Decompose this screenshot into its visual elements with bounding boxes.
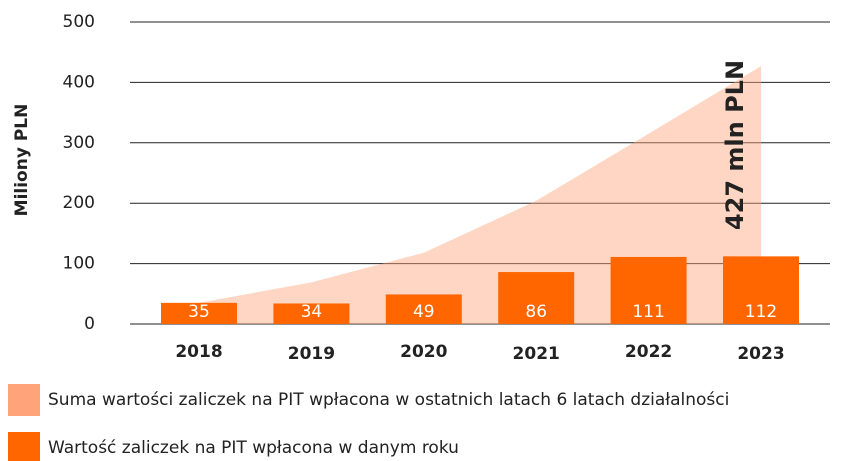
bar bbox=[385, 294, 462, 324]
bar-value-label: 34 bbox=[301, 302, 323, 322]
y-tick-label: 500 bbox=[63, 12, 95, 32]
x-tick-label: 2019 bbox=[288, 344, 335, 364]
y-tick-label: 300 bbox=[63, 133, 95, 153]
x-tick-label: 2018 bbox=[175, 342, 222, 362]
bar bbox=[723, 256, 799, 324]
y-tick-label: 100 bbox=[63, 254, 95, 274]
y-tick-label: 0 bbox=[84, 314, 95, 334]
x-tick-label: 2021 bbox=[513, 344, 560, 364]
y-tick-label: 400 bbox=[63, 72, 95, 92]
x-tick-label: 2020 bbox=[400, 342, 447, 362]
y-tick-label: 200 bbox=[63, 193, 95, 213]
bar-value-label: 35 bbox=[188, 302, 210, 322]
y-axis-label: Miliony PLN bbox=[12, 104, 32, 217]
bar bbox=[610, 256, 687, 324]
bar bbox=[161, 302, 237, 324]
legend-swatch bbox=[8, 432, 40, 461]
bar-value-label: 49 bbox=[413, 302, 435, 322]
bar-value-label: 111 bbox=[632, 302, 664, 322]
bar-value-label: 112 bbox=[745, 302, 777, 322]
bar bbox=[273, 303, 350, 324]
legend-label: Suma wartości zaliczek na PIT wpłacona w… bbox=[48, 390, 729, 410]
x-tick-label: 2022 bbox=[625, 342, 672, 362]
bar bbox=[498, 272, 575, 324]
legend-label: Wartość zaliczek na PIT wpłacona w danym… bbox=[48, 438, 459, 458]
legend-swatch bbox=[8, 384, 40, 416]
x-tick-label: 2023 bbox=[737, 344, 784, 364]
bar-value-label: 86 bbox=[525, 302, 547, 322]
annotation: 427 mln PLN bbox=[721, 60, 749, 230]
